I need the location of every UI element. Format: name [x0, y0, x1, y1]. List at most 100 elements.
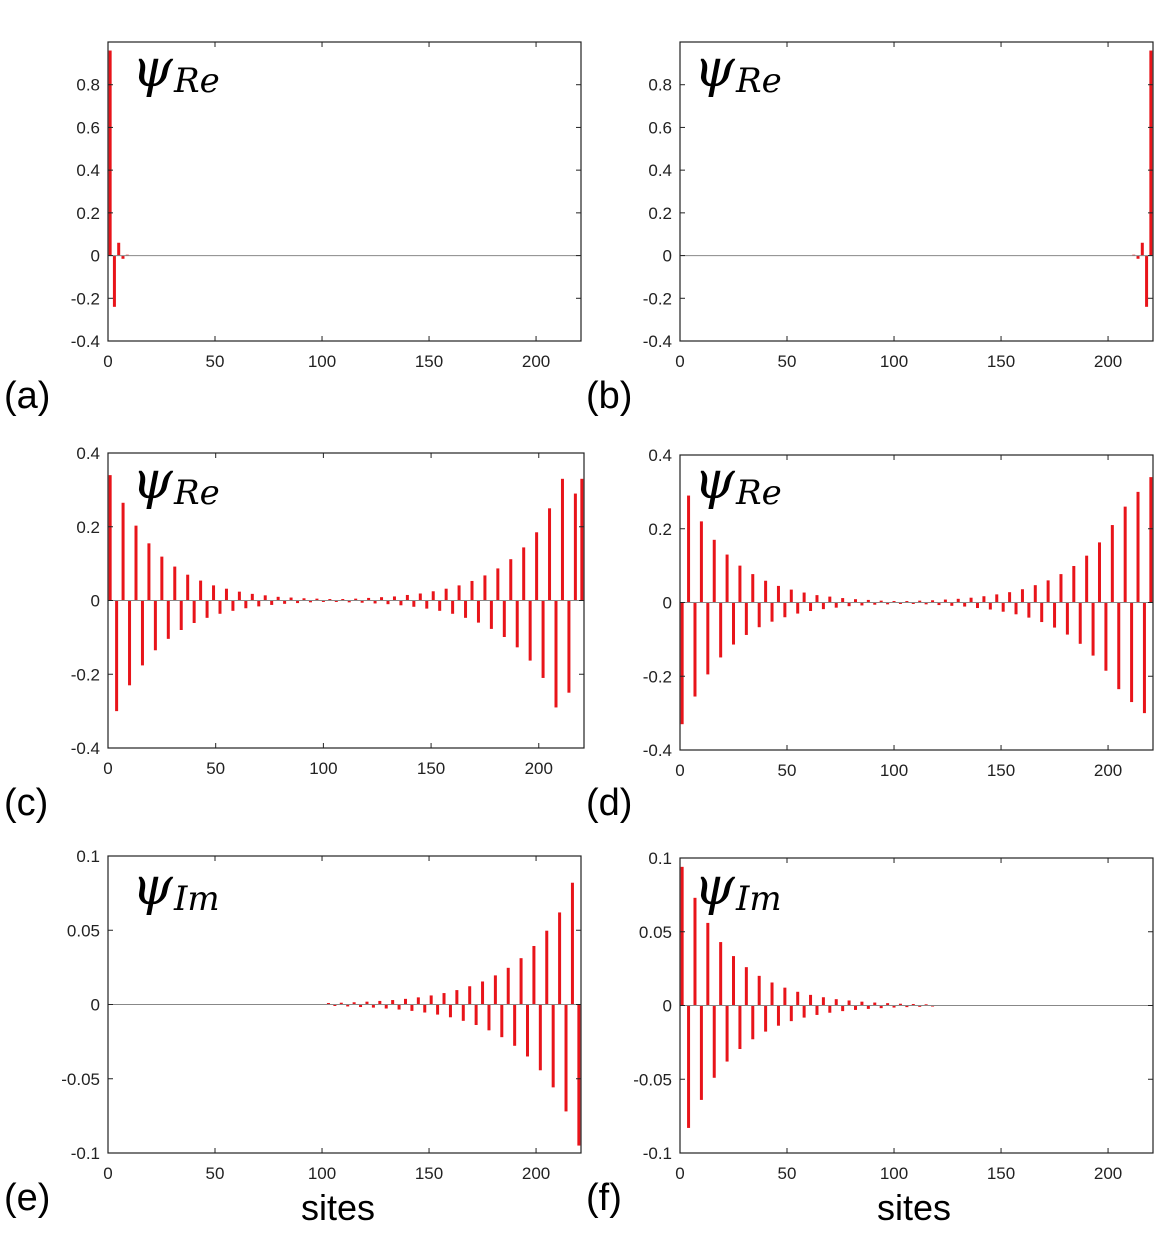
bar-c: [128, 600, 132, 686]
bar-d: [1097, 542, 1101, 603]
bar-e: [448, 1004, 452, 1018]
bars-b: [1132, 50, 1153, 307]
bar-c: [212, 585, 216, 601]
bar-e: [384, 1004, 388, 1009]
x-tick-label-e: 0: [103, 1164, 112, 1183]
bar-c: [425, 600, 429, 609]
bar-c: [548, 508, 552, 601]
bar-e: [474, 1004, 478, 1025]
x-tick-label-c: 150: [417, 759, 445, 778]
y-tick-label-b: 0.8: [648, 76, 672, 95]
bar-c: [399, 600, 403, 606]
bar-e: [487, 1004, 491, 1031]
bar-c: [244, 600, 248, 609]
bar-d: [796, 602, 800, 614]
bar-d: [751, 574, 755, 603]
bar-d: [1027, 602, 1031, 618]
y-tick-label-f: 0.05: [639, 923, 672, 942]
bar-e: [436, 1004, 440, 1015]
x-tick-label-a: 0: [103, 352, 112, 371]
x-tick-label-d: 200: [1094, 761, 1122, 780]
y-tick-label-b: -0.4: [643, 332, 672, 351]
bar-f: [886, 1003, 890, 1006]
psi-symbol-a: ψ: [132, 39, 174, 99]
y-tick-label-b: 0.4: [648, 161, 672, 180]
bar-e: [442, 993, 446, 1005]
bar-c: [354, 598, 358, 601]
psi-subscript-e: Im: [173, 879, 220, 919]
bar-e: [468, 986, 472, 1005]
y-tick-label-e: 0.1: [76, 847, 100, 866]
x-tick-label-a: 50: [206, 352, 225, 371]
bar-c: [347, 600, 351, 603]
bar-e: [352, 1002, 356, 1005]
y-tick-label-b: -0.2: [643, 289, 672, 308]
bar-c: [153, 600, 157, 651]
bar-d: [866, 599, 870, 603]
bar-f: [847, 1000, 851, 1006]
y-tick-label-f: 0: [663, 997, 672, 1016]
bar-c: [573, 493, 577, 601]
bar-c: [580, 478, 584, 601]
bar-f: [693, 897, 697, 1006]
bar-e: [339, 1002, 343, 1005]
bar-f: [911, 1004, 915, 1006]
bar-d: [1117, 602, 1121, 690]
panel-label-d: (d): [586, 782, 632, 824]
bar-e: [359, 1004, 363, 1008]
bar-c: [186, 574, 190, 601]
bar-f: [873, 1002, 877, 1006]
bar-e: [429, 995, 433, 1005]
bar-d: [1110, 525, 1114, 603]
bar-d: [719, 602, 723, 658]
bar-d: [1091, 602, 1095, 656]
bar-f: [706, 922, 710, 1006]
bar-d: [1085, 555, 1089, 603]
panel-label-a: (a): [4, 375, 50, 417]
bar-d: [821, 602, 825, 610]
y-tick-label-e: -0.1: [71, 1144, 100, 1163]
bar-d: [847, 602, 851, 607]
bar-f: [841, 1005, 845, 1012]
bar-c: [560, 478, 564, 601]
y-tick-label-a: 0.8: [76, 76, 100, 95]
bar-c: [270, 600, 274, 605]
bar-d: [988, 602, 992, 610]
bar-c: [263, 595, 267, 601]
bar-d: [828, 596, 832, 603]
x-tick-label-c: 200: [525, 759, 553, 778]
bar-c: [535, 532, 539, 601]
bars-e: [326, 882, 581, 1146]
bar-e: [365, 1001, 369, 1005]
psi-subscript-b: Re: [735, 61, 782, 101]
y-tick-label-f: -0.05: [633, 1070, 672, 1089]
bar-d: [879, 600, 883, 603]
bar-b: [1140, 242, 1144, 256]
bar-d: [956, 598, 960, 603]
bar-c: [444, 588, 448, 601]
bar-f: [828, 1005, 832, 1013]
x-tick-label-d: 100: [880, 761, 908, 780]
y-tick-label-d: 0.4: [648, 446, 672, 465]
bar-d: [1149, 477, 1153, 603]
y-tick-label-c: 0.4: [76, 444, 100, 463]
bar-c: [140, 600, 144, 666]
bar-c: [489, 600, 493, 629]
bar-c: [276, 596, 280, 601]
bar-e: [500, 1004, 504, 1038]
bar-d: [1053, 602, 1057, 628]
bar-e: [506, 967, 510, 1005]
y-tick-label-a: -0.4: [71, 332, 100, 351]
bar-d: [1123, 506, 1127, 603]
bar-f: [789, 1005, 793, 1022]
bar-f: [802, 1005, 806, 1018]
y-tick-label-d: 0: [663, 594, 672, 613]
bar-d: [982, 596, 986, 603]
bar-e: [519, 958, 523, 1005]
bar-d: [738, 565, 742, 603]
bar-f: [764, 1005, 768, 1032]
y-tick-label-d: -0.2: [643, 667, 672, 686]
bar-c: [405, 594, 409, 601]
bar-f: [854, 1005, 858, 1010]
x-tick-label-c: 0: [103, 759, 112, 778]
